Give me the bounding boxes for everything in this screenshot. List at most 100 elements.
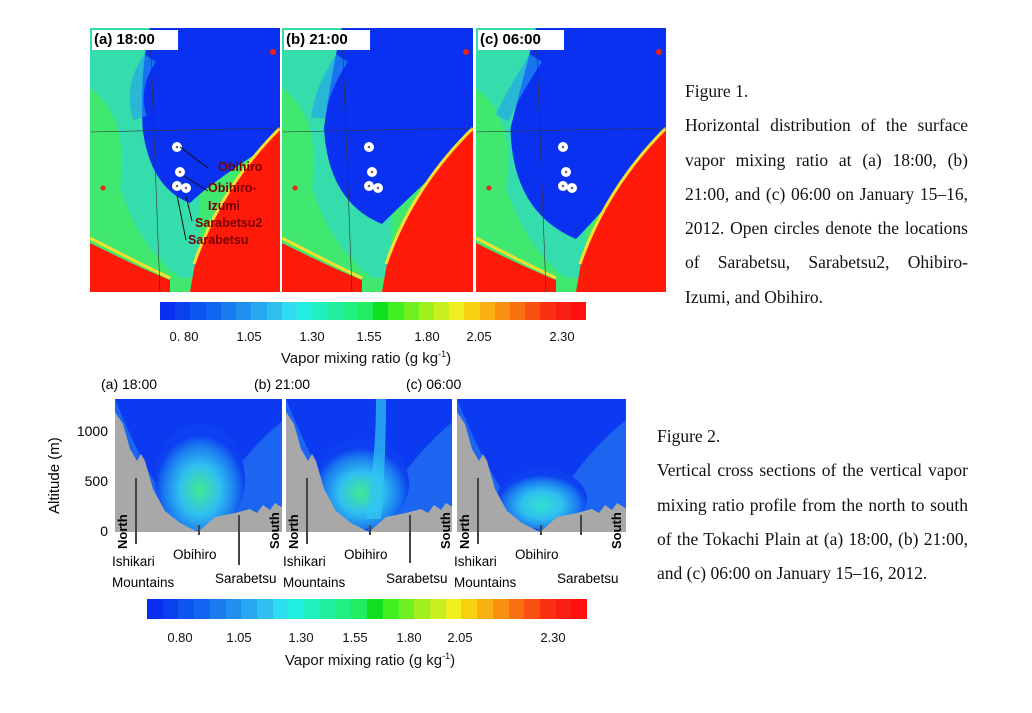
arrow-sarabetsu — [409, 515, 411, 563]
colorbar-segment — [241, 599, 258, 619]
colorbar-segment — [525, 302, 541, 320]
colorbar-segment — [510, 302, 526, 320]
colorbar-segment — [147, 599, 163, 619]
cross-section-a — [115, 399, 282, 532]
y-tick-1000: 1000 — [76, 423, 108, 439]
colorbar-segment — [524, 599, 540, 619]
place-obihiro: Obihiro — [173, 547, 217, 562]
cross-section-label-b: (b) 21:00 — [254, 376, 311, 392]
station-dot — [564, 170, 568, 174]
station-label-sarabetsu2: Sarabetsu2 — [195, 216, 263, 230]
colorbar-segment — [494, 302, 511, 320]
colorbar-tick: 2.05 — [447, 630, 473, 645]
station-dot — [367, 145, 371, 149]
y-axis-label: Altitude (m) — [46, 437, 63, 514]
colorbar-segment — [571, 599, 588, 619]
colorbar-segment — [288, 599, 305, 619]
colorbar-segment — [398, 599, 415, 619]
station-label-obihiro: Obihiro — [218, 160, 263, 174]
colorbar-segment — [449, 302, 465, 320]
colorbar-title-end: ) — [446, 350, 452, 367]
colorbar-segment — [492, 599, 509, 619]
map-panel-b: (b) 21:00 — [282, 28, 473, 292]
colorbar-segment — [304, 599, 320, 619]
lake-dot — [292, 185, 298, 191]
colorbar-segment — [194, 599, 210, 619]
colorbar-segment — [464, 302, 480, 320]
map-panel-a: (a) 18:00 Obihiro Obihiro- Izumi Sarabet… — [90, 28, 280, 292]
colorbar-segment — [418, 302, 434, 320]
lake-dot — [100, 185, 106, 191]
colorbar-segment — [555, 302, 571, 320]
dry-zone — [510, 28, 666, 239]
station-dot — [561, 145, 565, 149]
colorbar-tick: 0.80 — [167, 630, 193, 645]
colorbar-segment — [160, 302, 176, 320]
colorbar-tick: 2.05 — [466, 329, 492, 344]
sea-east — [576, 128, 666, 292]
station-dot — [175, 145, 179, 149]
station-dot — [178, 170, 182, 174]
colorbar-segment — [205, 302, 221, 320]
colorbar-segment — [281, 302, 297, 320]
colorbar-title-sup: -1 — [438, 349, 447, 359]
moisture-plume — [366, 399, 386, 519]
colorbar-segment — [477, 599, 493, 619]
sea-west — [282, 243, 362, 292]
terrain — [286, 412, 452, 532]
colorbar-tick: 2.30 — [540, 630, 566, 645]
coastline — [282, 126, 473, 280]
lake-dot — [463, 49, 469, 55]
colorbar-tick: 1.30 — [299, 329, 325, 344]
panel-label: (a) 18:00 — [92, 30, 178, 50]
colorbar-segment — [312, 302, 328, 320]
colorbar-segment — [445, 599, 462, 619]
moisture-core — [155, 424, 245, 532]
cross-section-b — [286, 399, 452, 532]
colorbar-segment — [570, 302, 587, 320]
figure1-caption-text: Horizontal distribution of the surface v… — [685, 115, 968, 307]
place-mountains: Mountains — [454, 575, 517, 590]
place-sarabetsu: Sarabetsu — [386, 571, 448, 586]
panel-label: (b) 21:00 — [284, 30, 370, 50]
arrow-obihiro — [540, 525, 542, 535]
south-label: South — [609, 512, 624, 549]
figure2-caption: Figure 2. Vertical cross sections of the… — [657, 419, 968, 590]
colorbar-figure1 — [160, 302, 587, 320]
colorbar-segment — [351, 599, 368, 619]
colorbar-title-text: Vapor mixing ratio (g kg — [280, 350, 439, 367]
arrow-mountains — [135, 478, 137, 544]
transition-zone — [129, 54, 156, 121]
grid-line — [476, 127, 666, 133]
south-label: South — [267, 512, 282, 549]
figure2-caption-text: Vertical cross sections of the vertical … — [657, 460, 968, 584]
transition-zone — [495, 54, 542, 121]
terrain — [115, 412, 282, 532]
colorbar-tick: 1.05 — [236, 329, 262, 344]
colorbar-segment — [388, 302, 404, 320]
grid-line — [282, 127, 473, 133]
colorbar-segment — [555, 599, 572, 619]
colorbar-tick: 1.80 — [414, 329, 440, 344]
colorbar-segment — [220, 302, 237, 320]
place-sarabetsu: Sarabetsu — [557, 571, 619, 586]
place-obihiro: Obihiro — [515, 547, 559, 562]
colorbar-tick: 1.55 — [342, 630, 368, 645]
grid-line — [341, 28, 353, 292]
colorbar-tick: 2.30 — [549, 329, 575, 344]
colorbar-segment — [209, 599, 226, 619]
terrain — [457, 412, 626, 532]
colorbar-title-figure1: Vapor mixing ratio (g kg-1) — [281, 349, 451, 367]
lake-dot — [656, 49, 662, 55]
place-sarabetsu: Sarabetsu — [215, 571, 277, 586]
colorbar-segment — [429, 599, 446, 619]
colorbar-segment — [178, 599, 195, 619]
colorbar-segment — [342, 302, 358, 320]
dry-zone — [142, 28, 280, 203]
arrow-mountains — [306, 478, 308, 544]
colorbar-segment — [403, 302, 419, 320]
colorbar-segment — [479, 302, 495, 320]
colorbar-segment — [257, 599, 273, 619]
station-dot — [175, 184, 179, 188]
